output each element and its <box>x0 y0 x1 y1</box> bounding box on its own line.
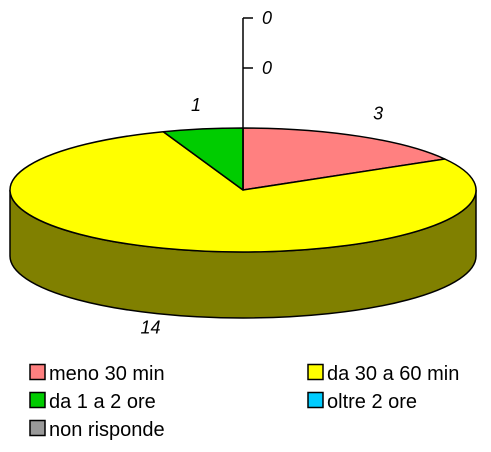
pie-top-layer <box>9 127 477 253</box>
legend-item-da-30-a-60-min: da 30 a 60 min <box>307 363 459 385</box>
data-label-oltre-2-ore: 0 <box>262 8 272 28</box>
legend-swatch-non-risponde <box>29 419 46 437</box>
legend: meno 30 min da 30 a 60 min da 1 a 2 ore olt… <box>29 363 459 441</box>
legend-label-oltre-2-ore: oltre 2 ore <box>327 391 417 413</box>
legend-label-da-1-a-2-ore: da 1 a 2 ore <box>49 391 156 413</box>
legend-swatch-meno-30-min <box>29 363 46 381</box>
data-label-non-risponde: 0 <box>262 58 272 78</box>
legend-label-meno-30-min: meno 30 min <box>49 363 165 385</box>
legend-swatch-oltre-2-ore <box>307 391 324 409</box>
legend-item-oltre-2-ore: oltre 2 ore <box>307 391 417 413</box>
leader-lines <box>242 17 253 190</box>
legend-swatch-da-1-a-2-ore <box>29 391 46 409</box>
pie-slice-meno-30-min <box>242 127 446 191</box>
legend-item-da-1-a-2-ore: da 1 a 2 ore <box>29 391 156 413</box>
data-label-da-30-a-60-min: 14 <box>141 318 161 338</box>
data-label-da-1-a-2-ore: 1 <box>191 95 201 115</box>
pie-slice-da-30-a-60-min <box>9 130 477 253</box>
legend-item-non-risponde: non risponde <box>29 419 165 441</box>
legend-label-da-30-a-60-min: da 30 a 60 min <box>327 363 459 385</box>
legend-swatch-da-30-a-60-min <box>307 363 324 381</box>
data-labels: 3 14 1 0 0 <box>141 8 384 338</box>
legend-item-meno-30-min: meno 30 min <box>29 363 165 385</box>
data-label-meno-30-min: 3 <box>373 104 383 124</box>
legend-label-non-risponde: non risponde <box>49 419 165 441</box>
